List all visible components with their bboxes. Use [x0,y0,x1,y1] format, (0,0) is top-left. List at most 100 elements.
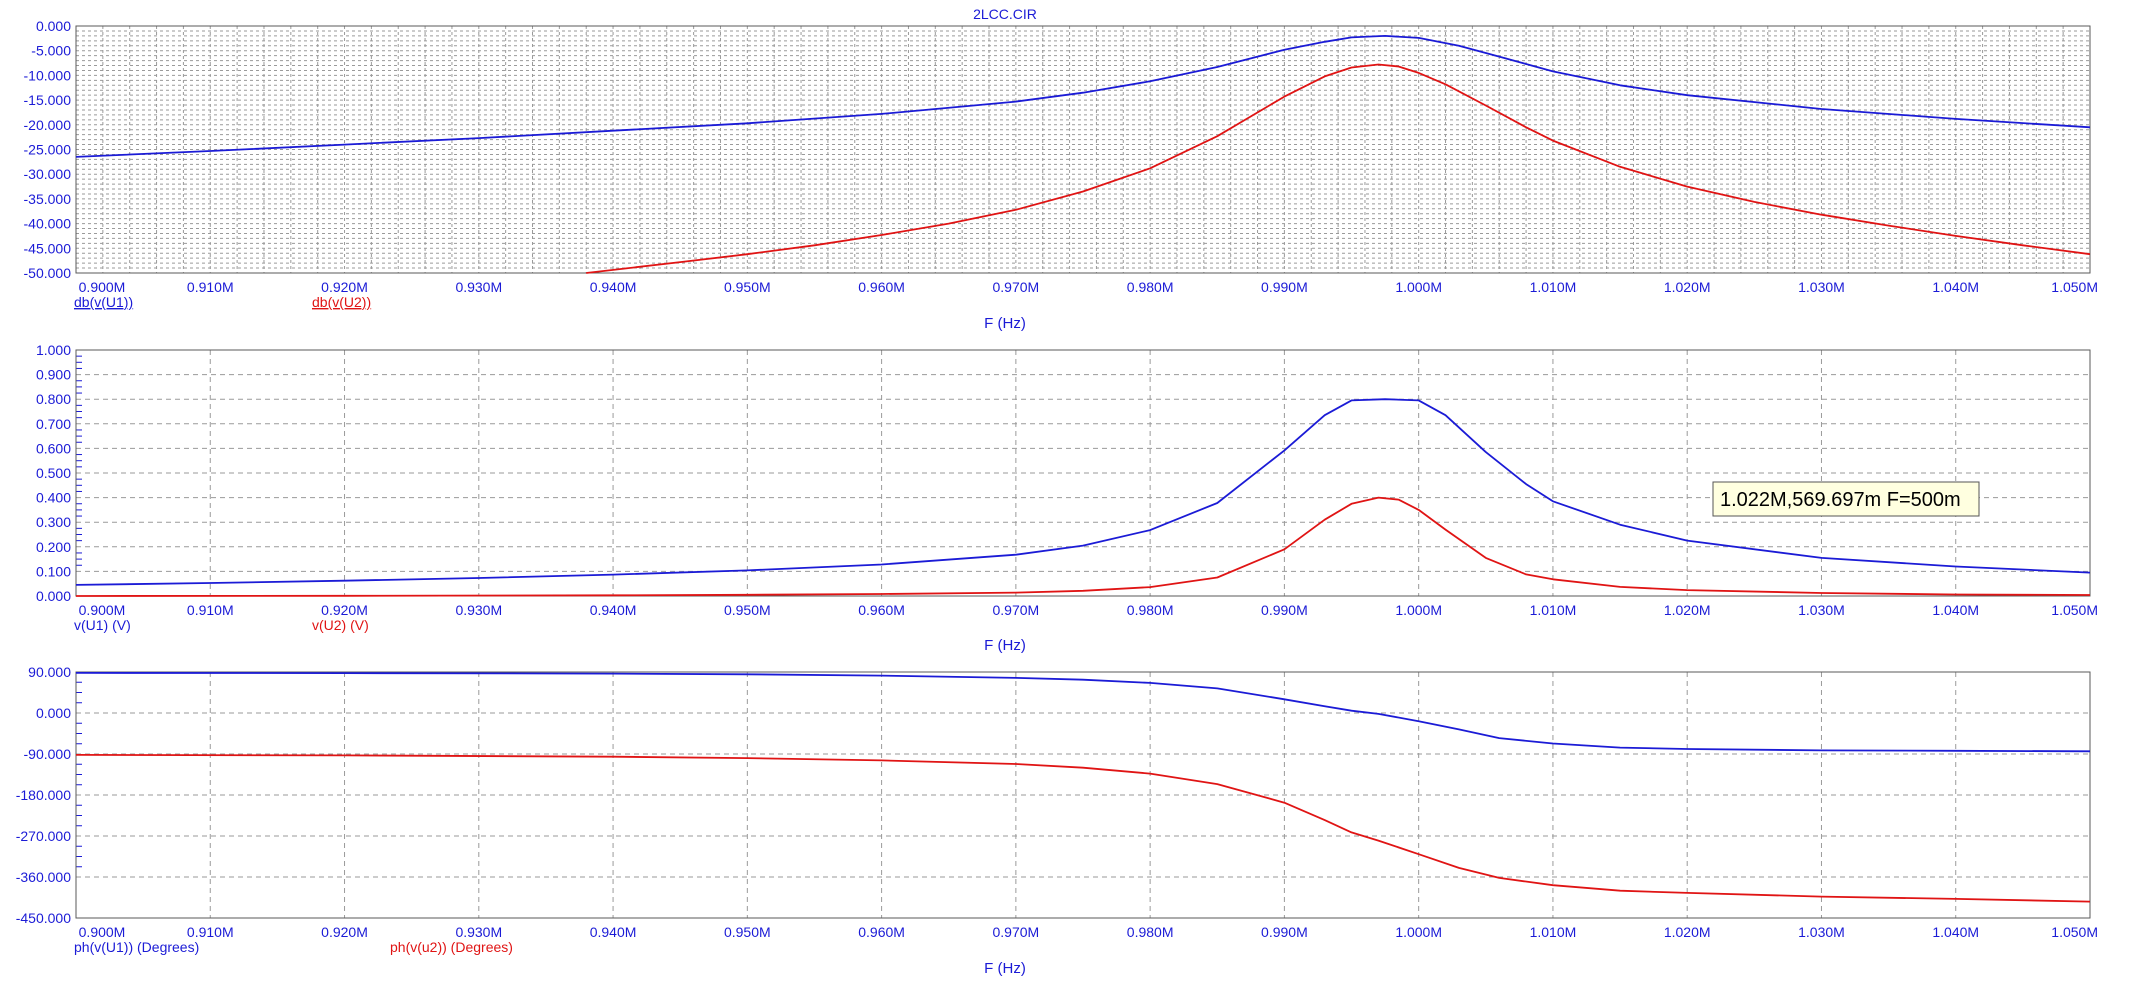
y-tick-label: -5.000 [31,43,71,59]
x-tick-label: 0.990M [1261,602,1308,618]
x-tick-label: 1.040M [1932,279,1979,295]
x-tick-label: 0.920M [321,279,368,295]
panel-3: 90.000 0.000 -90.000 -180.000 -270.000 -360.0… [16,664,2098,977]
x-tick-label: 0.940M [590,602,637,618]
cursor-tooltip: 1.022M,569.697m F=500m [1712,481,1980,517]
x-tick-label: 1.030M [1798,602,1845,618]
x-tick-label: 1.030M [1798,924,1845,940]
y-tick-label: 0.400 [36,490,71,506]
x-tick-label: 1.030M [1798,279,1845,295]
y-tick-label: 90.000 [28,664,71,680]
y-tick-label: -270.000 [16,828,71,844]
series-line-1 [75,672,2091,753]
plot-frame [75,25,2091,274]
x-tick-label: 0.990M [1261,924,1308,940]
x-tick-label: 1.050M [2051,602,2098,618]
y-tick-label: 0.900 [36,367,71,383]
y-tick-label: 0.000 [36,588,71,604]
y-tick-label: -30.000 [24,166,72,182]
plot-frame [75,349,2091,597]
series-line-2 [75,754,2091,903]
x-tick-label: 0.960M [858,602,905,618]
x-tick-label: 0.970M [993,924,1040,940]
x-tick-label: 0.930M [455,602,502,618]
x-tick-label: 0.960M [858,924,905,940]
x-tick-label: 1.020M [1664,924,1711,940]
y-tick-label: 0.000 [36,18,71,34]
legend-entry: ph(v(u2)) (Degrees) [390,939,513,955]
y-tick-label: -25.000 [24,142,72,158]
y-tick-label: -40.000 [24,216,72,232]
y-tick-label: -20.000 [24,117,72,133]
x-tick-label: 0.980M [1127,279,1174,295]
x-tick-label: 1.010M [1530,279,1577,295]
x-tick-label: 1.040M [1932,924,1979,940]
panel-2: 1.000 0.900 0.800 0.700 0.600 0.500 0.400 0.300… [36,342,2098,654]
y-tick-label: 0.100 [36,563,71,579]
y-tick-label: -45.000 [24,240,72,256]
y-tick-label: -180.000 [16,787,71,803]
tooltip-text: 1.022M,569.697m F=500m [1720,489,1961,511]
x-tick-label: 1.020M [1664,602,1711,618]
x-tick-label: 0.900M [79,602,126,618]
x-tick-label: 0.950M [724,279,771,295]
x-tick-label: 0.900M [79,924,126,940]
grid [76,26,2090,273]
y-tick-label: 0.000 [36,705,71,721]
plot-frame [75,671,2091,919]
x-tick-label: 1.040M [1932,602,1979,618]
legend-entry: db(v(U1)) [74,294,133,310]
y-tick-label: 0.700 [36,416,71,432]
x-tick-label: 0.920M [321,924,368,940]
x-tick-label: 0.940M [590,924,637,940]
series-line-1 [75,398,2091,586]
y-tick-label: 0.200 [36,539,71,555]
x-tick-label: 1.000M [1395,602,1442,618]
grid [76,350,2090,596]
x-tick-label: 0.910M [187,279,234,295]
x-tick-label: 0.910M [187,602,234,618]
y-tick-label: -90.000 [24,746,72,762]
x-tick-label: 1.010M [1530,602,1577,618]
x-tick-label: 1.050M [2051,924,2098,940]
x-tick-label: 0.900M [79,279,126,295]
panel-1: 0.000 -5.000 -10.000 -15.000 -20.000 -25.000 -… [24,18,2098,332]
grid [76,672,2090,918]
x-axis-label: F (Hz) [984,315,1026,332]
x-tick-label: 0.960M [858,279,905,295]
legend-entry: v(U2) (V) [312,617,369,633]
legend-entry: v(U1) (V) [74,617,131,633]
y-tick-label: 0.300 [36,514,71,530]
y-tick-label: 0.500 [36,465,71,481]
x-tick-label: 0.910M [187,924,234,940]
x-tick-label: 0.980M [1127,924,1174,940]
series-line-2 [75,496,2091,597]
y-tick-label: -50.000 [24,265,72,281]
x-tick-label: 1.050M [2051,279,2098,295]
x-tick-label: 1.000M [1395,279,1442,295]
x-tick-label: 0.990M [1261,279,1308,295]
x-tick-label: 0.930M [455,924,502,940]
x-tick-label: 0.950M [724,924,771,940]
y-tick-label: 0.800 [36,391,71,407]
y-tick-label: -360.000 [16,869,71,885]
tooltip-box [1712,481,1980,517]
x-tick-label: 0.970M [993,602,1040,618]
series-line-2 [586,63,2091,274]
x-tick-label: 0.970M [993,279,1040,295]
x-axis-label: F (Hz) [984,637,1026,654]
y-tick-label: -450.000 [16,910,71,926]
x-tick-label: 0.920M [321,602,368,618]
y-tick-label: 1.000 [36,342,71,358]
x-tick-label: 0.950M [724,602,771,618]
legend-entry: db(v(U2)) [312,294,371,310]
series-line-1 [75,35,2091,158]
y-tick-label: -35.000 [24,191,72,207]
legend-entry: ph(v(U1)) (Degrees) [74,939,199,955]
x-axis-label: F (Hz) [984,960,1026,977]
y-tick-label: -15.000 [24,92,72,108]
x-tick-label: 1.020M [1664,279,1711,295]
y-tick-label: 0.600 [36,440,71,456]
x-tick-label: 1.010M [1530,924,1577,940]
